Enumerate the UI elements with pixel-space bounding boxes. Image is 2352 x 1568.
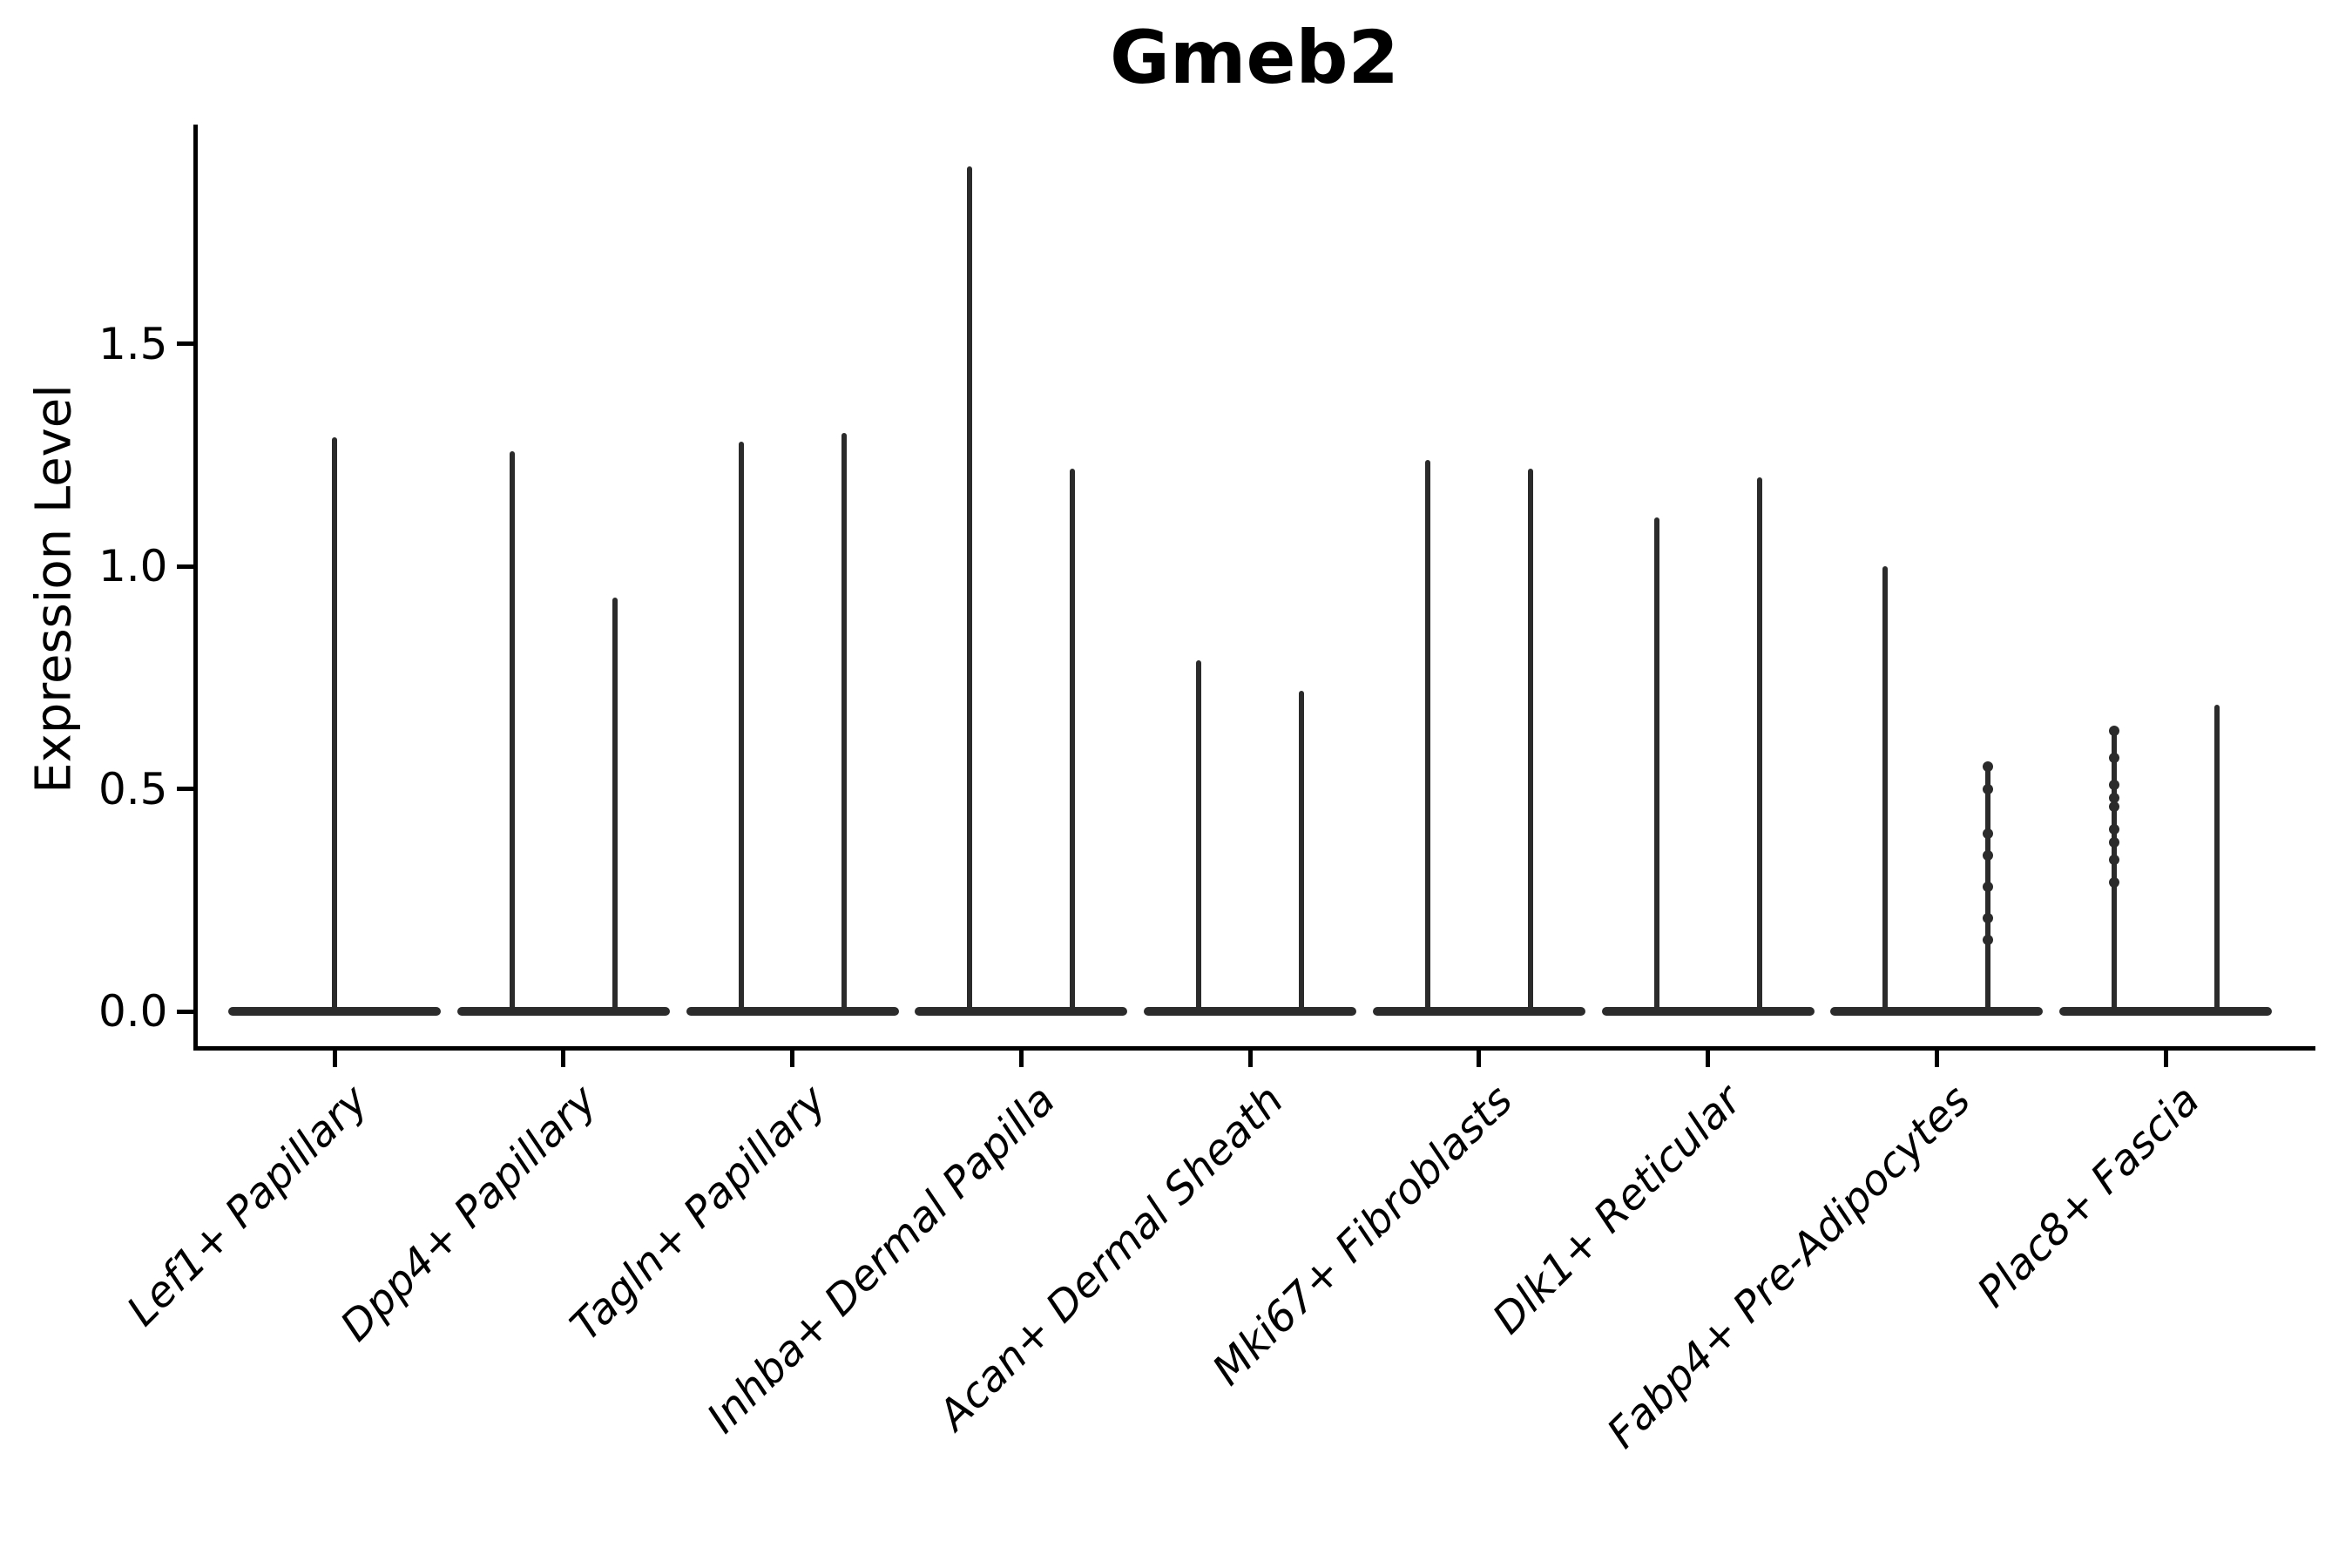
violin-spike [1424, 459, 1430, 1011]
violin-base [915, 1007, 1128, 1016]
chart-title: Gmeb2 [1109, 15, 1400, 100]
violin-base [686, 1007, 899, 1016]
expression-point [1983, 935, 1994, 946]
y-tick-label: 1.5 [98, 318, 168, 369]
x-tick-mark [1934, 1048, 1939, 1067]
x-axis-spine [193, 1046, 2315, 1051]
x-tick-label: Dlk1+ Reticular [1483, 1076, 1752, 1344]
x-tick-mark [332, 1048, 337, 1067]
x-tick-label: Fabp4+ Pre-Adipocytes [1598, 1076, 1980, 1458]
violin-base [1601, 1007, 1815, 1016]
violin-spike [2112, 731, 2117, 1011]
x-tick-label: Tagln+ Papillary [560, 1076, 836, 1351]
y-axis-spine [193, 125, 198, 1051]
x-tick-mark [1247, 1048, 1253, 1067]
violin-spike [1196, 659, 1201, 1011]
violin-spike [2214, 704, 2220, 1011]
y-tick-mark [176, 341, 196, 347]
x-tick-label: Dpp4+ Papillary [331, 1076, 607, 1351]
expression-point [1983, 912, 1994, 923]
x-tick-mark [1706, 1048, 1710, 1067]
violin-spike [1299, 691, 1304, 1011]
expression-point [1983, 882, 1994, 892]
x-tick-mark [561, 1048, 566, 1067]
violin-base [456, 1007, 670, 1016]
expression-point [2109, 855, 2119, 866]
x-tick-mark [2163, 1048, 2168, 1067]
x-tick-label: Lef1+ Papillary [118, 1076, 378, 1336]
x-tick-mark [1477, 1048, 1482, 1067]
expression-point [2109, 823, 2119, 835]
expression-point [1983, 828, 1994, 839]
violin-base [1144, 1007, 1356, 1016]
y-tick-label: 1.0 [98, 541, 168, 592]
y-tick-label: 0.0 [98, 986, 168, 1037]
expression-point [2109, 792, 2119, 803]
y-tick-mark [176, 1009, 196, 1014]
expression-point [1983, 783, 1994, 794]
y-tick-label: 0.5 [98, 763, 168, 814]
expression-point [2109, 726, 2119, 737]
violin-base [1830, 1007, 2044, 1016]
violin-base [228, 1007, 441, 1016]
violin-spike [612, 598, 618, 1011]
x-tick-mark [790, 1048, 794, 1067]
violin-spike [1653, 517, 1659, 1011]
violin-spike [1527, 468, 1533, 1011]
y-tick-mark [176, 564, 196, 569]
violin-spike [841, 433, 847, 1011]
expression-point [2109, 836, 2119, 848]
expression-point [2109, 876, 2119, 888]
violin-spike [967, 166, 973, 1011]
violin-base [2059, 1007, 2272, 1016]
violin-spike [1070, 468, 1076, 1011]
violin-spike [1882, 566, 1889, 1011]
expression-point [2109, 801, 2119, 813]
expression-point [2109, 779, 2119, 790]
expression-point [1983, 761, 1994, 773]
violin-spike [332, 437, 337, 1011]
expression-point [2109, 752, 2119, 763]
violin-spike [738, 442, 744, 1011]
x-tick-label: Plac8+ Fascia [1967, 1076, 2209, 1317]
x-tick-mark [1018, 1048, 1024, 1067]
y-tick-mark [176, 787, 196, 792]
violin-spike [509, 450, 515, 1011]
expression-point [1983, 850, 1994, 862]
violin-base [1372, 1007, 1585, 1016]
violin-spike [1756, 477, 1762, 1011]
